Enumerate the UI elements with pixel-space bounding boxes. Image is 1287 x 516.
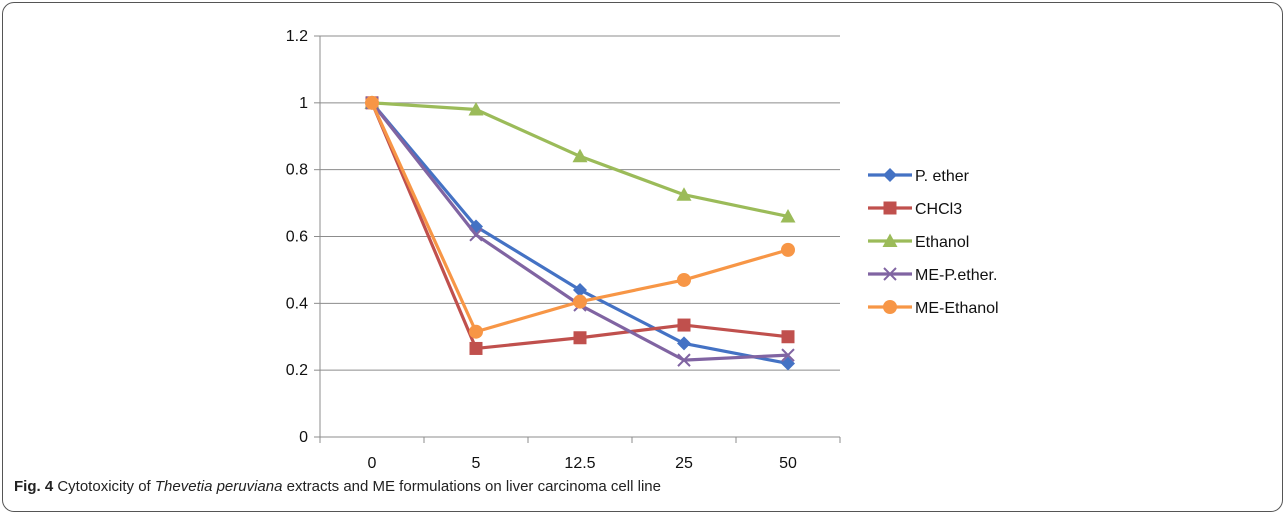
y-tick-label: 0.8 (286, 162, 308, 179)
data-point (781, 242, 795, 257)
legend-marker (883, 267, 897, 281)
series-line (370, 101, 789, 362)
series-line (370, 102, 789, 351)
legend-label: P. ether (915, 168, 970, 185)
data-point (572, 148, 588, 163)
data-point (677, 318, 691, 332)
data-point (781, 356, 795, 371)
data-point (469, 341, 483, 355)
caption-text-after: extracts and ME formulations on liver ca… (282, 478, 661, 495)
legend-entry: Ethanol (868, 233, 969, 251)
y-tick-label: 0 (299, 429, 308, 446)
data-point (573, 282, 587, 297)
data-point (676, 187, 692, 201)
y-tick-label: 0.6 (286, 229, 308, 246)
y-tick-label: 1 (299, 95, 308, 112)
y-tick-label: 0.2 (286, 362, 308, 379)
data-point (469, 324, 483, 339)
data-point (781, 330, 795, 344)
series-me-ethanol (365, 95, 795, 339)
gridlines (320, 35, 840, 371)
legend-label: CHCl3 (915, 201, 962, 218)
data-point (677, 353, 691, 367)
legend: P. ether CHCl3 Ethanol ME-P.ether. ME-Ethano… (868, 168, 999, 317)
caption-label: Fig. 4 (14, 478, 54, 495)
legend-entry: CHCl3 (868, 201, 962, 218)
legend-marker (883, 201, 897, 215)
data-point (781, 348, 795, 362)
series-line (370, 101, 789, 366)
data-point (677, 272, 691, 287)
data-point (468, 102, 484, 116)
data-point (365, 95, 379, 110)
legend-marker (883, 168, 897, 182)
series-chcl3 (365, 96, 795, 355)
x-tick-label: 5 (472, 455, 481, 472)
series-ethanol (364, 95, 796, 223)
y-tick-label: 0.4 (286, 295, 308, 312)
y-axis-ticks: 0 0.2 0.4 0.6 0.8 1 1.2 (286, 28, 320, 446)
x-axis-ticks: 0 5 12.5 25 50 (319, 437, 841, 472)
data-point (677, 336, 691, 351)
caption-text-before: Cytotoxicity of (53, 478, 155, 495)
data-point (780, 208, 796, 223)
legend-label: Ethanol (915, 234, 969, 251)
series-group (364, 95, 796, 371)
legend-marker (882, 233, 898, 247)
x-tick-label: 25 (675, 455, 693, 472)
legend-marker (883, 300, 897, 314)
x-tick-label: 12.5 (564, 455, 595, 472)
legend-entry: ME-Ethanol (868, 300, 999, 317)
data-point (573, 294, 587, 309)
legend-label: ME-P.ether. (915, 267, 997, 284)
legend-entry: P. ether (868, 168, 970, 185)
legend-label: ME-Ethanol (915, 300, 999, 317)
legend-entry: ME-P.ether. (868, 267, 997, 284)
y-tick-label: 1.2 (286, 28, 308, 45)
figure-caption: Fig. 4 Cytotoxicity of Thevetia peruvian… (14, 478, 661, 495)
caption-species: Thevetia peruviana (154, 478, 283, 495)
x-tick-label: 50 (779, 455, 797, 472)
data-point (469, 228, 483, 242)
data-point (573, 331, 587, 345)
x-tick-label: 0 (368, 455, 377, 472)
